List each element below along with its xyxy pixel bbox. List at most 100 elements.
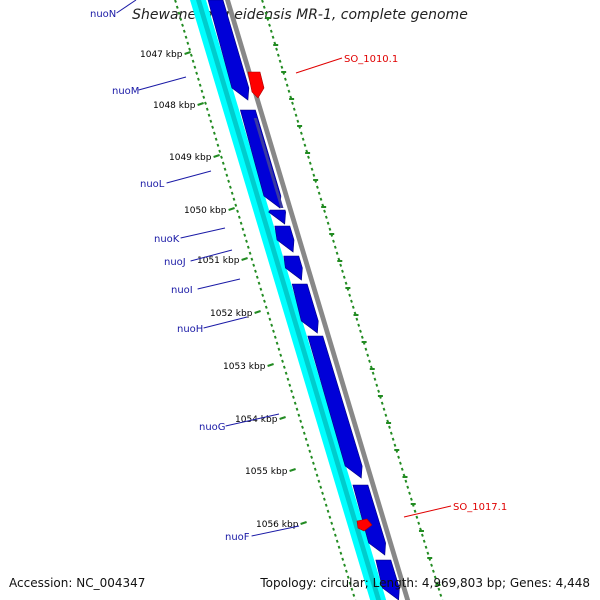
feature-label-SO_1010.1[interactable]: SO_1010.1 — [344, 54, 398, 65]
gene-connector — [138, 76, 187, 91]
outer-tick — [307, 155, 310, 159]
inner-tick — [302, 431, 306, 435]
inner-tick — [177, 11, 181, 15]
gene-label-nuoG[interactable]: nuoG — [199, 422, 226, 433]
gene-label-nuoF[interactable]: nuoF — [225, 532, 250, 543]
gene-connector — [180, 227, 226, 239]
gene-label-nuoJ[interactable]: nuoJ — [164, 257, 186, 268]
inner-tick — [272, 329, 275, 333]
inner-tick — [263, 299, 266, 303]
inner-tick — [268, 317, 272, 321]
inner-tick — [352, 593, 356, 597]
outer-tick — [275, 47, 279, 51]
outer-tick — [319, 197, 323, 201]
cds-arrow — [283, 255, 303, 281]
outer-tick — [342, 275, 346, 279]
gene-label-nuoL[interactable]: nuoL — [140, 179, 165, 190]
inner-tick — [182, 29, 186, 33]
inner-tick — [193, 65, 197, 69]
outer-tick — [323, 209, 326, 213]
inner-tick — [326, 509, 330, 513]
kbp-scale-label: 1049 kbp — [169, 153, 212, 163]
inner-tick — [281, 359, 284, 363]
kbp-tick — [184, 51, 191, 55]
outer-tick — [299, 131, 303, 135]
outer-tick — [431, 569, 435, 573]
gene-connector — [197, 278, 241, 290]
outer-tick — [368, 359, 371, 363]
outer-tick — [351, 305, 355, 309]
inner-tick — [245, 239, 248, 243]
outer-tick — [278, 59, 282, 63]
gene-connector — [251, 525, 300, 537]
kbp-tick — [213, 154, 220, 158]
inner-tick — [191, 59, 195, 63]
gene-label-nuoI[interactable]: nuoI — [171, 285, 193, 296]
inner-tick — [225, 173, 229, 177]
kbp-tick — [228, 207, 235, 211]
inner-tick — [266, 311, 270, 315]
inner-tick — [315, 473, 319, 477]
cds-small — [253, 118, 284, 208]
outer-tick — [303, 143, 307, 147]
inner-tick — [243, 233, 247, 237]
outer-tick — [276, 53, 280, 57]
topology-label: Topology: circular; Length: 4,969,803 bp… — [260, 576, 590, 590]
outer-tick — [344, 281, 348, 285]
accession-label: Accession: NC_004347 — [9, 576, 146, 590]
inner-tick — [350, 587, 354, 591]
inner-tick — [188, 47, 192, 51]
inner-tick — [212, 131, 216, 135]
inner-tick — [339, 551, 343, 555]
kbp-tick — [267, 363, 274, 367]
outer-tick — [420, 533, 424, 537]
outer-tick — [430, 563, 433, 567]
inner-tick — [198, 83, 202, 87]
inner-tick — [228, 185, 232, 189]
outer-tick — [424, 545, 428, 549]
kbp-tick — [279, 416, 286, 420]
outer-tick — [359, 329, 362, 333]
inner-tick — [273, 335, 277, 339]
outer-tick — [417, 521, 421, 525]
inner-tick — [328, 515, 332, 519]
inner-tick — [270, 323, 274, 327]
inner-tick — [207, 113, 211, 117]
inner-tick — [264, 305, 268, 309]
gene-label-nuoK[interactable]: nuoK — [154, 234, 180, 245]
outer-tick — [271, 35, 275, 39]
outer-tick — [360, 335, 364, 339]
inner-tick — [211, 125, 215, 129]
gene-connector — [166, 170, 212, 184]
inner-tick — [286, 377, 290, 381]
inner-tick — [218, 149, 222, 153]
outer-connector — [403, 505, 452, 518]
gene-label-nuoM[interactable]: nuoM — [112, 86, 139, 97]
outer-tick — [406, 485, 410, 489]
outer-tick — [397, 455, 401, 459]
outer-tick — [291, 101, 294, 105]
gene-label-nuoH[interactable]: nuoH — [177, 324, 203, 335]
outer-tick — [398, 461, 402, 465]
kbp-scale-label: 1048 kbp — [153, 101, 196, 111]
outer-tick — [296, 119, 300, 123]
kbp-scale-label: 1052 kbp — [210, 309, 253, 319]
outer-tick — [357, 323, 361, 327]
inner-tick — [216, 143, 220, 147]
backbone-line — [225, 0, 411, 600]
gc-track-core — [196, 0, 382, 600]
cds-arrow — [307, 335, 363, 479]
outer-tick — [328, 227, 332, 231]
inner-tick — [348, 581, 352, 585]
gene-connector — [116, 0, 137, 14]
outer-tick — [382, 407, 386, 411]
kbp-tick — [197, 102, 204, 106]
outer-tick — [280, 65, 284, 69]
feature-label-SO_1017.1[interactable]: SO_1017.1 — [453, 502, 507, 513]
inner-tick — [304, 437, 308, 441]
inner-tick — [241, 227, 245, 231]
inner-tick — [337, 545, 341, 549]
inner-tick — [277, 347, 281, 351]
gene-label-nuoN[interactable]: nuoN — [90, 9, 116, 20]
